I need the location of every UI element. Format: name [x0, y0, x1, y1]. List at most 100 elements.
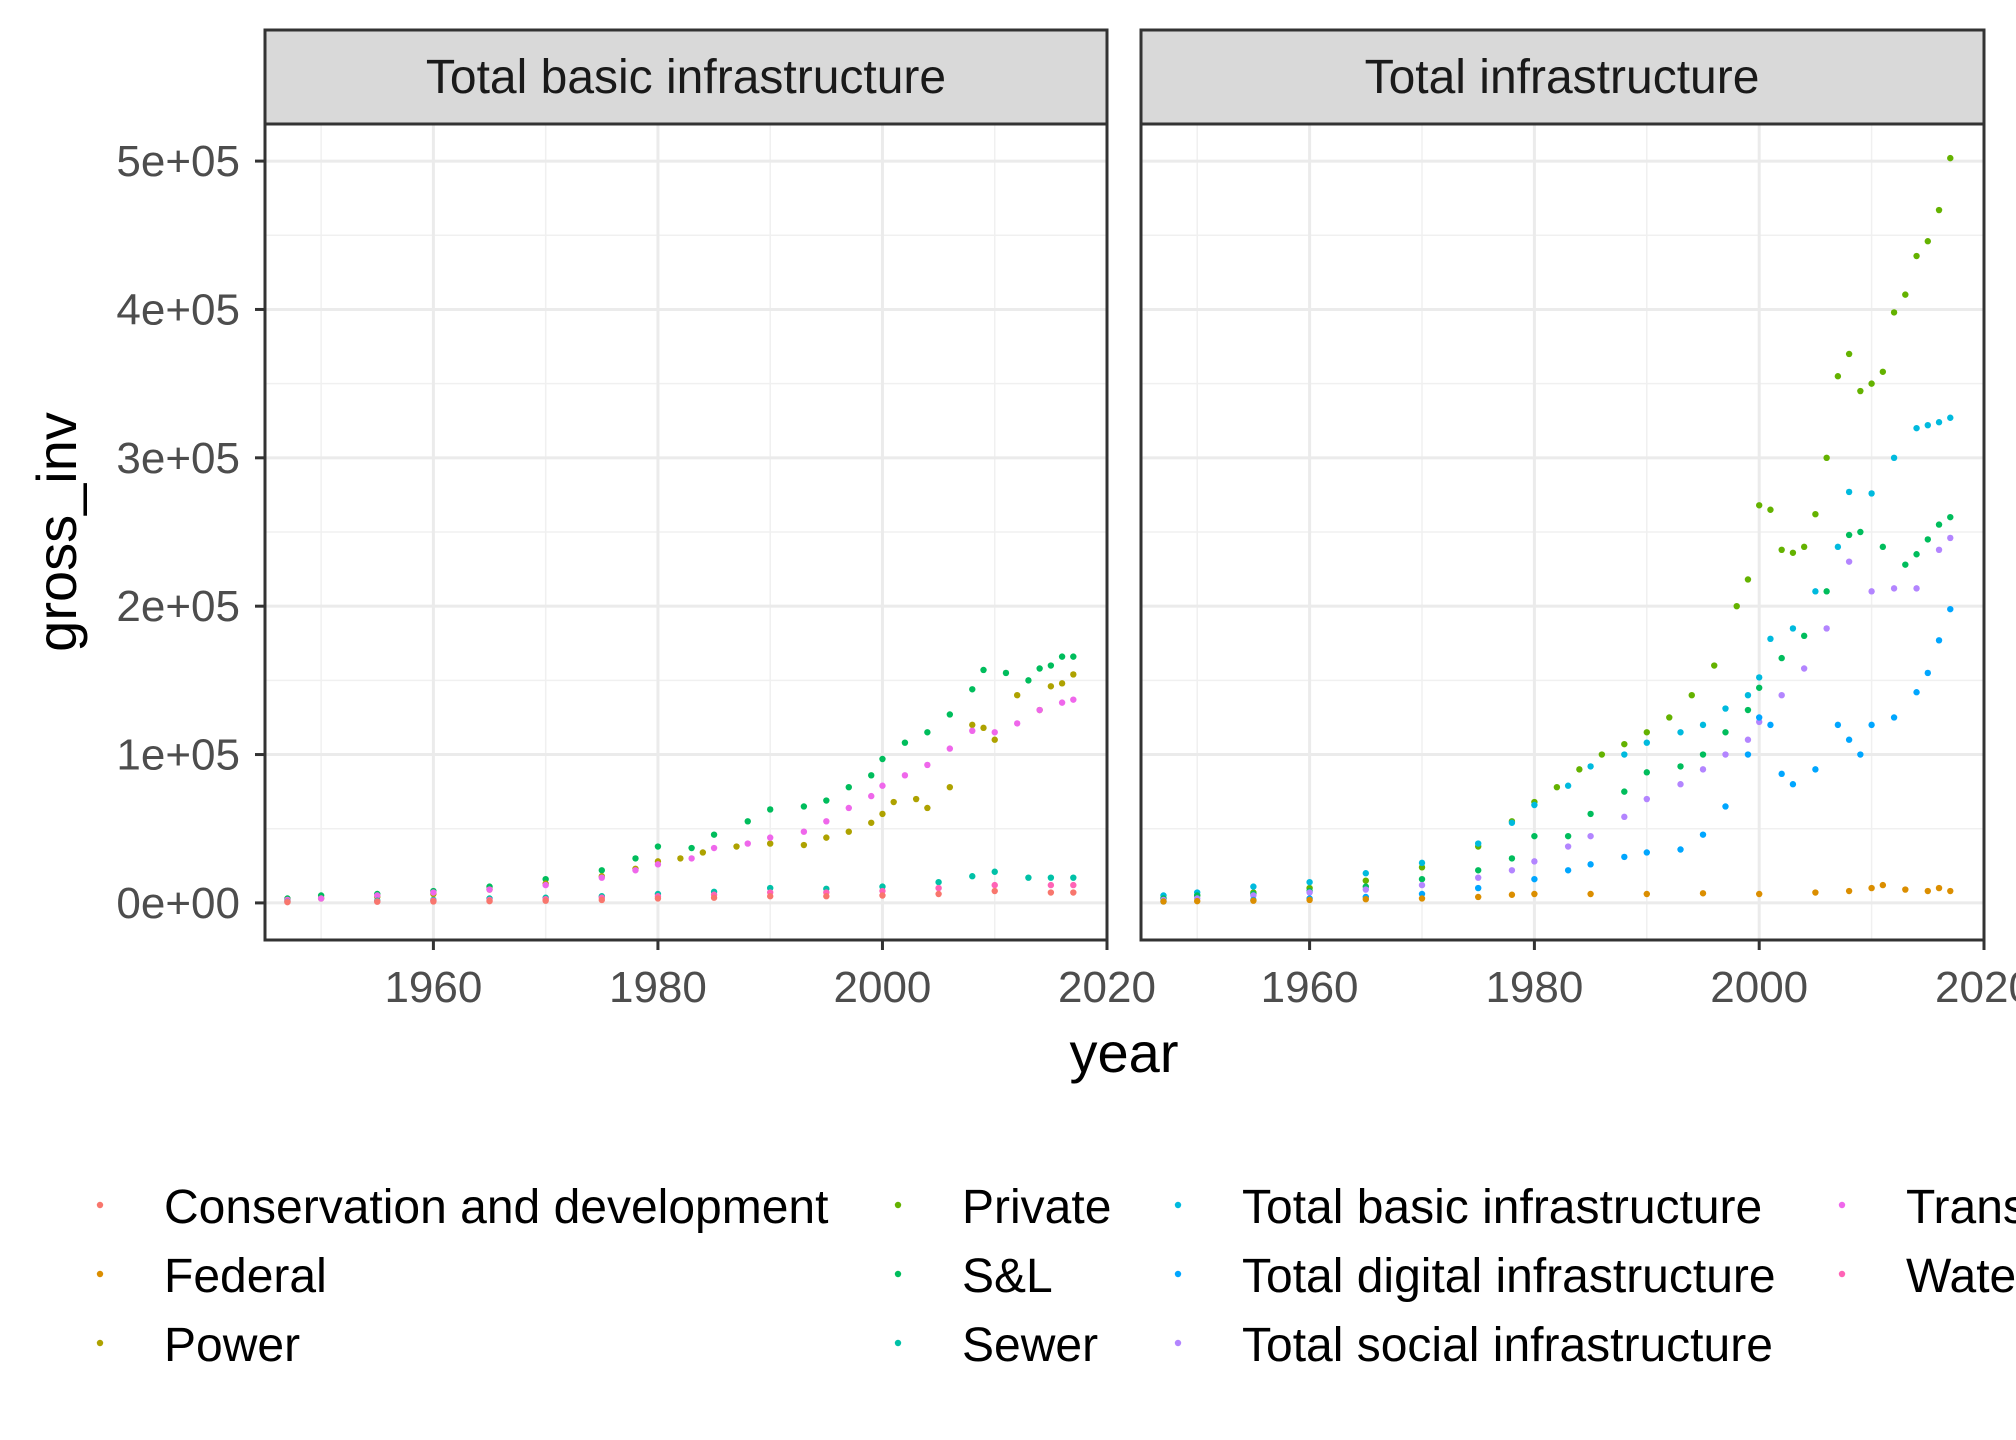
- data-point: [823, 797, 830, 804]
- x-tick-label: 1980: [609, 963, 707, 1012]
- data-point: [486, 897, 493, 905]
- panel-2-strip-title: Total infrastructure: [1365, 51, 1760, 104]
- data-point: [374, 898, 381, 905]
- data-point: [1699, 721, 1707, 729]
- data-point: [767, 834, 774, 841]
- data-point: [1643, 739, 1651, 746]
- data-point: [744, 818, 751, 825]
- legend-key: [1174, 1339, 1182, 1347]
- data-point: [879, 755, 886, 763]
- data-point: [800, 803, 808, 810]
- x-tick-label: 1960: [1261, 963, 1359, 1012]
- y-tick-label: 1e+05: [116, 731, 240, 780]
- legend-key: [1174, 1201, 1182, 1209]
- data-point: [1002, 669, 1010, 677]
- data-point: [733, 843, 740, 850]
- data-point: [1418, 881, 1426, 889]
- legend-label: Sewer: [962, 1319, 1098, 1372]
- data-point: [1677, 781, 1684, 788]
- data-point: [1576, 766, 1583, 773]
- data-point: [946, 745, 954, 752]
- legend-label: Power: [164, 1319, 300, 1372]
- data-point: [1947, 414, 1954, 421]
- x-tick-label: 2000: [834, 963, 932, 1012]
- data-point: [991, 868, 998, 875]
- data-point: [767, 884, 774, 892]
- data-point: [1047, 889, 1055, 896]
- data-point: [1475, 874, 1482, 881]
- data-point: [1935, 884, 1943, 892]
- data-point: [845, 828, 852, 835]
- data-point: [1418, 859, 1426, 867]
- panel-1-strip: [263, 28, 1109, 126]
- data-point: [1789, 625, 1797, 632]
- series-s-l: [1160, 513, 1954, 902]
- data-point: [688, 844, 695, 852]
- data-point: [677, 855, 684, 862]
- data-point: [1621, 813, 1628, 821]
- data-point: [1778, 770, 1785, 778]
- data-point: [1025, 677, 1032, 684]
- data-point: [991, 881, 998, 889]
- legend-item: Total digital infrastructure: [1174, 1250, 1776, 1303]
- data-point: [845, 804, 852, 812]
- data-point: [598, 867, 605, 874]
- panel-2-border: [1139, 122, 1986, 942]
- data-point: [598, 896, 605, 904]
- data-point: [1756, 718, 1763, 726]
- legend-key: [1838, 1201, 1846, 1209]
- y-tick-label: 4e+05: [116, 285, 240, 334]
- data-point: [1475, 840, 1482, 847]
- data-point: [1418, 875, 1426, 883]
- data-point: [969, 686, 976, 693]
- data-point: [1789, 549, 1797, 556]
- data-point: [924, 729, 931, 736]
- legend-key: [1174, 1270, 1182, 1278]
- data-point: [767, 840, 774, 847]
- data-point: [1643, 795, 1651, 803]
- data-point: [969, 721, 976, 729]
- data-point: [1058, 699, 1066, 706]
- data-point: [767, 893, 774, 900]
- data-point: [1621, 740, 1628, 748]
- data-point: [823, 818, 830, 825]
- data-point: [1845, 531, 1853, 539]
- data-point: [1677, 763, 1684, 770]
- data-point: [1924, 536, 1932, 543]
- data-point: [1834, 373, 1842, 380]
- data-point: [1744, 706, 1752, 714]
- data-point: [1250, 897, 1257, 904]
- data-point: [1643, 890, 1651, 898]
- data-point: [901, 739, 909, 746]
- data-point: [1823, 625, 1830, 632]
- data-point: [1935, 521, 1943, 528]
- x-axis-title: year: [1070, 1021, 1179, 1084]
- data-point: [823, 893, 830, 900]
- data-point: [1306, 889, 1313, 896]
- data-point: [1890, 309, 1898, 316]
- data-point: [868, 819, 875, 826]
- legend-label: Wate: [1906, 1250, 2016, 1303]
- data-point: [1756, 684, 1763, 691]
- series-federal: [1160, 881, 1954, 905]
- data-point: [1688, 692, 1695, 699]
- data-point: [1733, 602, 1740, 610]
- data-point: [1756, 502, 1763, 509]
- data-point: [1711, 662, 1718, 669]
- data-point: [1587, 890, 1594, 898]
- data-point: [1947, 605, 1954, 613]
- data-point: [1902, 886, 1909, 893]
- data-point: [935, 878, 942, 886]
- data-point: [1508, 891, 1516, 898]
- y-axis: 0e+00 1e+05 2e+05 3e+05 4e+05 5e+05: [116, 137, 265, 928]
- data-point: [317, 895, 325, 902]
- data-point: [1362, 877, 1370, 884]
- legend-item: Total basic infrastructure: [1174, 1181, 1762, 1234]
- data-point: [1767, 506, 1774, 513]
- data-point: [1913, 551, 1920, 558]
- data-point: [1890, 454, 1898, 462]
- data-point: [1058, 653, 1066, 660]
- legend-key: [96, 1201, 104, 1209]
- data-point: [1935, 546, 1943, 554]
- x-tick-label: 1980: [1485, 963, 1583, 1012]
